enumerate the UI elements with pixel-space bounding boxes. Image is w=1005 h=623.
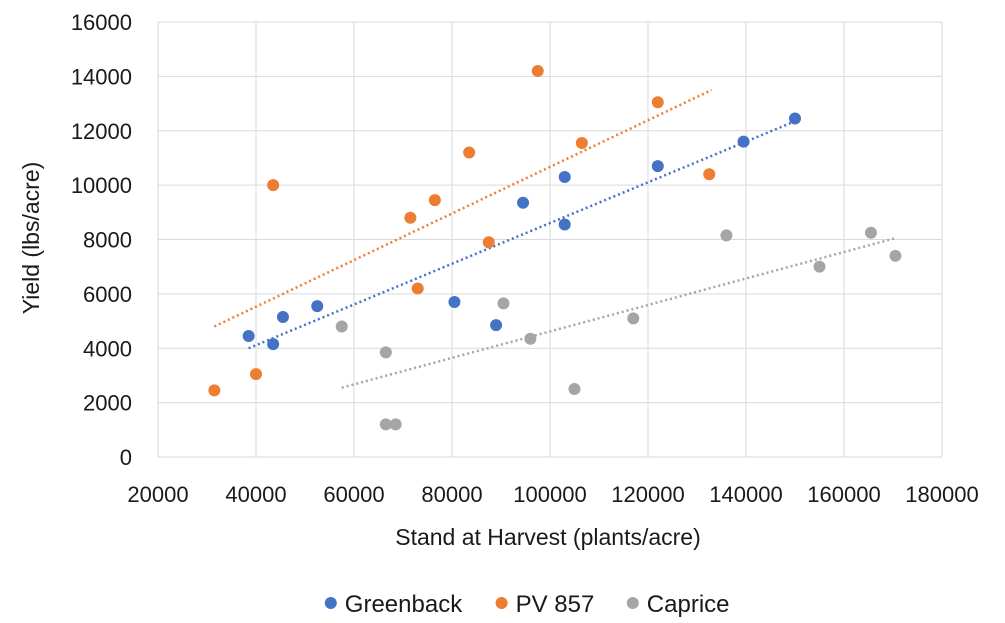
legend-label-pv-857: PV 857 — [516, 591, 595, 618]
y-tick-label: 14000 — [71, 64, 132, 89]
trendlines — [213, 88, 896, 389]
point-greenback — [311, 300, 324, 313]
point-pv-857 — [267, 179, 280, 192]
x-tick-label: 140000 — [709, 482, 782, 507]
x-tick-label: 100000 — [513, 482, 586, 507]
point-pv-857 — [651, 96, 664, 109]
point-caprice — [379, 346, 392, 359]
point-greenback — [448, 296, 461, 309]
legend-marker-greenback — [324, 597, 337, 609]
y-tick-label: 0 — [120, 445, 132, 470]
y-tick-label: 2000 — [83, 391, 132, 416]
x-tick-label: 60000 — [323, 482, 384, 507]
trendline-greenback — [248, 120, 796, 350]
point-caprice — [864, 226, 877, 239]
x-tick-label: 120000 — [611, 482, 684, 507]
point-pv-857 — [575, 136, 588, 149]
point-greenback — [242, 330, 255, 343]
y-tick-label: 4000 — [83, 336, 132, 361]
legend-label-greenback: Greenback — [345, 591, 463, 618]
point-caprice — [335, 320, 348, 333]
point-pv-857 — [411, 282, 424, 295]
point-caprice — [497, 297, 510, 310]
y-tick-label: 16000 — [71, 10, 132, 35]
x-axis-title: Stand at Harvest (plants/acre) — [395, 524, 701, 550]
x-tick-label: 160000 — [807, 482, 880, 507]
point-caprice — [889, 249, 902, 262]
gridlines — [157, 21, 943, 458]
point-caprice — [568, 383, 581, 396]
point-caprice — [720, 229, 733, 242]
point-greenback — [558, 170, 571, 183]
x-tick-label: 180000 — [905, 482, 978, 507]
point-greenback — [789, 112, 801, 125]
x-axis-ticks: 20000 40000 60000 80000 100000 120000 140000 16… — [127, 482, 978, 507]
legend-marker-pv-857 — [495, 597, 508, 609]
y-tick-label: 8000 — [83, 228, 132, 253]
point-caprice — [813, 260, 826, 273]
legend: Greenback PV 857 Caprice — [324, 591, 730, 618]
point-pv-857 — [463, 146, 476, 159]
y-tick-label: 10000 — [71, 173, 132, 198]
point-greenback — [490, 319, 503, 332]
point-pv-857 — [531, 64, 544, 77]
point-pv-857 — [703, 168, 716, 181]
point-pv-857 — [428, 194, 441, 207]
trendline-caprice — [341, 236, 896, 389]
y-tick-label: 12000 — [71, 119, 132, 144]
point-caprice — [379, 418, 392, 431]
point-pv-857 — [482, 236, 495, 249]
point-caprice — [627, 312, 640, 325]
y-axis-ticks: 0 2000 4000 6000 8000 10000 12000 14000 16000 — [71, 10, 132, 470]
point-caprice — [524, 332, 537, 345]
point-pv-857 — [208, 384, 221, 397]
point-pv-857 — [250, 368, 262, 381]
point-greenback — [737, 135, 750, 148]
point-greenback — [558, 218, 571, 231]
point-greenback — [276, 310, 289, 323]
point-greenback — [517, 196, 530, 209]
point-greenback — [651, 160, 664, 173]
data-points — [208, 64, 902, 431]
y-tick-label: 6000 — [83, 282, 132, 307]
point-greenback — [267, 338, 280, 351]
x-tick-label: 20000 — [127, 482, 188, 507]
x-tick-label: 40000 — [225, 482, 286, 507]
trendline-pv-857 — [213, 88, 713, 328]
point-pv-857 — [404, 211, 417, 224]
x-tick-label: 80000 — [421, 482, 482, 507]
legend-marker-caprice — [626, 597, 639, 609]
legend-label-caprice: Caprice — [647, 591, 730, 618]
y-axis-title: Yield (lbs/acre) — [18, 162, 44, 315]
point-caprice — [389, 418, 402, 431]
